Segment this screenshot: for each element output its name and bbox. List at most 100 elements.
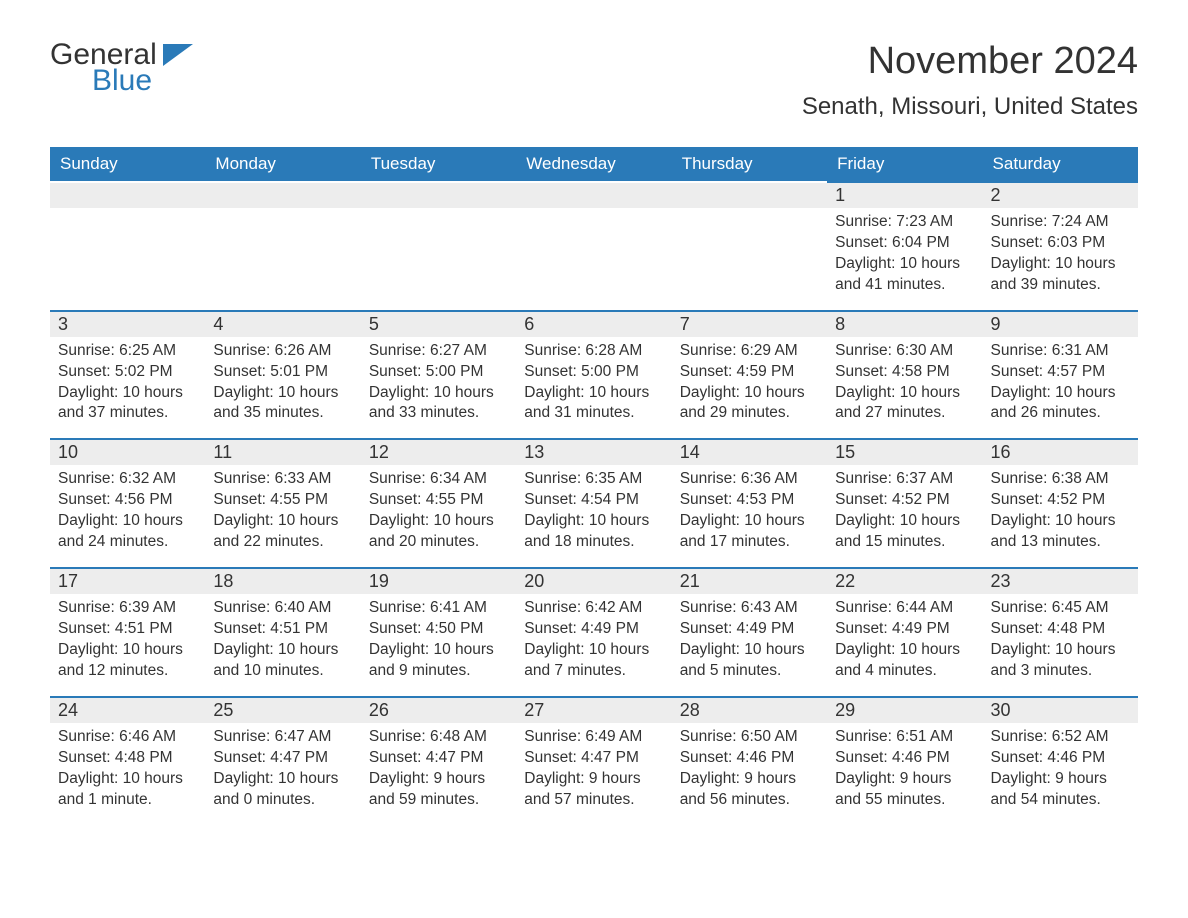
- day-content: Sunrise: 6:25 AMSunset: 5:02 PMDaylight:…: [50, 337, 205, 425]
- sunrise-text: Sunrise: 6:45 AM: [991, 598, 1130, 619]
- sunrise-text: Sunrise: 6:34 AM: [369, 469, 508, 490]
- day-number: 3: [50, 310, 205, 337]
- daylight-text: Daylight: 10 hours and 20 minutes.: [369, 511, 508, 553]
- daylight-text: Daylight: 10 hours and 7 minutes.: [524, 640, 663, 682]
- header: General Blue November 2024 Senath, Misso…: [50, 40, 1138, 139]
- day-cell: 27Sunrise: 6:49 AMSunset: 4:47 PMDayligh…: [516, 696, 671, 825]
- day-number: 29: [827, 696, 982, 723]
- sunset-text: Sunset: 4:52 PM: [835, 490, 974, 511]
- day-number: 26: [361, 696, 516, 723]
- day-content: Sunrise: 6:52 AMSunset: 4:46 PMDaylight:…: [983, 723, 1138, 811]
- sunrise-text: Sunrise: 6:47 AM: [213, 727, 352, 748]
- day-number: 20: [516, 567, 671, 594]
- day-cell: 9Sunrise: 6:31 AMSunset: 4:57 PMDaylight…: [983, 310, 1138, 439]
- daylight-text: Daylight: 10 hours and 37 minutes.: [58, 383, 197, 425]
- daylight-text: Daylight: 10 hours and 26 minutes.: [991, 383, 1130, 425]
- sunset-text: Sunset: 4:46 PM: [680, 748, 819, 769]
- sunset-text: Sunset: 4:49 PM: [524, 619, 663, 640]
- day-content: Sunrise: 6:31 AMSunset: 4:57 PMDaylight:…: [983, 337, 1138, 425]
- day-number: 5: [361, 310, 516, 337]
- sunset-text: Sunset: 4:59 PM: [680, 362, 819, 383]
- sunrise-text: Sunrise: 7:23 AM: [835, 212, 974, 233]
- sunset-text: Sunset: 6:03 PM: [991, 233, 1130, 254]
- daylight-text: Daylight: 10 hours and 27 minutes.: [835, 383, 974, 425]
- calendar: Sunday Monday Tuesday Wednesday Thursday…: [50, 147, 1138, 824]
- sunset-text: Sunset: 4:47 PM: [524, 748, 663, 769]
- day-cell: 24Sunrise: 6:46 AMSunset: 4:48 PMDayligh…: [50, 696, 205, 825]
- day-cell: 20Sunrise: 6:42 AMSunset: 4:49 PMDayligh…: [516, 567, 671, 696]
- daylight-text: Daylight: 10 hours and 22 minutes.: [213, 511, 352, 553]
- day-cell: 22Sunrise: 6:44 AMSunset: 4:49 PMDayligh…: [827, 567, 982, 696]
- day-cell: 5Sunrise: 6:27 AMSunset: 5:00 PMDaylight…: [361, 310, 516, 439]
- day-number: 4: [205, 310, 360, 337]
- day-cell: 16Sunrise: 6:38 AMSunset: 4:52 PMDayligh…: [983, 438, 1138, 567]
- sunset-text: Sunset: 4:51 PM: [58, 619, 197, 640]
- daylight-text: Daylight: 10 hours and 3 minutes.: [991, 640, 1130, 682]
- day-cell: 12Sunrise: 6:34 AMSunset: 4:55 PMDayligh…: [361, 438, 516, 567]
- day-content: Sunrise: 6:45 AMSunset: 4:48 PMDaylight:…: [983, 594, 1138, 682]
- day-content: Sunrise: 6:39 AMSunset: 4:51 PMDaylight:…: [50, 594, 205, 682]
- empty-day-bar: [361, 181, 516, 208]
- sunrise-text: Sunrise: 6:52 AM: [991, 727, 1130, 748]
- day-number: 25: [205, 696, 360, 723]
- day-cell: 25Sunrise: 6:47 AMSunset: 4:47 PMDayligh…: [205, 696, 360, 825]
- weekday-sun: Sunday: [50, 147, 205, 181]
- weekday-sat: Saturday: [983, 147, 1138, 181]
- day-content: Sunrise: 6:37 AMSunset: 4:52 PMDaylight:…: [827, 465, 982, 553]
- day-number: 6: [516, 310, 671, 337]
- day-content: Sunrise: 6:51 AMSunset: 4:46 PMDaylight:…: [827, 723, 982, 811]
- day-cell: 4Sunrise: 6:26 AMSunset: 5:01 PMDaylight…: [205, 310, 360, 439]
- sunrise-text: Sunrise: 6:51 AM: [835, 727, 974, 748]
- sunrise-text: Sunrise: 6:27 AM: [369, 341, 508, 362]
- day-cell: 8Sunrise: 6:30 AMSunset: 4:58 PMDaylight…: [827, 310, 982, 439]
- sunrise-text: Sunrise: 6:44 AM: [835, 598, 974, 619]
- sunrise-text: Sunrise: 6:46 AM: [58, 727, 197, 748]
- sunset-text: Sunset: 4:48 PM: [58, 748, 197, 769]
- daylight-text: Daylight: 10 hours and 39 minutes.: [991, 254, 1130, 296]
- day-content: Sunrise: 6:27 AMSunset: 5:00 PMDaylight:…: [361, 337, 516, 425]
- daylight-text: Daylight: 10 hours and 29 minutes.: [680, 383, 819, 425]
- day-number: 1: [827, 181, 982, 208]
- day-number: 8: [827, 310, 982, 337]
- day-content: Sunrise: 6:26 AMSunset: 5:01 PMDaylight:…: [205, 337, 360, 425]
- day-cell: 26Sunrise: 6:48 AMSunset: 4:47 PMDayligh…: [361, 696, 516, 825]
- daylight-text: Daylight: 10 hours and 4 minutes.: [835, 640, 974, 682]
- sunrise-text: Sunrise: 6:39 AM: [58, 598, 197, 619]
- sunrise-text: Sunrise: 6:38 AM: [991, 469, 1130, 490]
- sunset-text: Sunset: 6:04 PM: [835, 233, 974, 254]
- day-number: 23: [983, 567, 1138, 594]
- day-number: 28: [672, 696, 827, 723]
- sunset-text: Sunset: 4:49 PM: [835, 619, 974, 640]
- daylight-text: Daylight: 10 hours and 1 minute.: [58, 769, 197, 811]
- day-number: 30: [983, 696, 1138, 723]
- sunrise-text: Sunrise: 6:31 AM: [991, 341, 1130, 362]
- logo-word2: Blue: [92, 64, 157, 98]
- sunrise-text: Sunrise: 6:50 AM: [680, 727, 819, 748]
- daylight-text: Daylight: 10 hours and 17 minutes.: [680, 511, 819, 553]
- daylight-text: Daylight: 10 hours and 5 minutes.: [680, 640, 819, 682]
- sunset-text: Sunset: 4:46 PM: [991, 748, 1130, 769]
- title-block: November 2024 Senath, Missouri, United S…: [802, 40, 1138, 139]
- sunrise-text: Sunrise: 6:29 AM: [680, 341, 819, 362]
- sunrise-text: Sunrise: 7:24 AM: [991, 212, 1130, 233]
- day-content: Sunrise: 6:42 AMSunset: 4:49 PMDaylight:…: [516, 594, 671, 682]
- day-number: 7: [672, 310, 827, 337]
- sunrise-text: Sunrise: 6:43 AM: [680, 598, 819, 619]
- day-cell: 1Sunrise: 7:23 AMSunset: 6:04 PMDaylight…: [827, 181, 982, 310]
- day-number: 12: [361, 438, 516, 465]
- sunrise-text: Sunrise: 6:35 AM: [524, 469, 663, 490]
- daylight-text: Daylight: 10 hours and 13 minutes.: [991, 511, 1130, 553]
- day-number: 15: [827, 438, 982, 465]
- day-number: 19: [361, 567, 516, 594]
- day-content: Sunrise: 6:28 AMSunset: 5:00 PMDaylight:…: [516, 337, 671, 425]
- week-row: 10Sunrise: 6:32 AMSunset: 4:56 PMDayligh…: [50, 438, 1138, 567]
- daylight-text: Daylight: 10 hours and 12 minutes.: [58, 640, 197, 682]
- day-content: Sunrise: 6:50 AMSunset: 4:46 PMDaylight:…: [672, 723, 827, 811]
- sunrise-text: Sunrise: 6:36 AM: [680, 469, 819, 490]
- weekday-mon: Monday: [205, 147, 360, 181]
- daylight-text: Daylight: 10 hours and 31 minutes.: [524, 383, 663, 425]
- day-number: 14: [672, 438, 827, 465]
- day-cell: 29Sunrise: 6:51 AMSunset: 4:46 PMDayligh…: [827, 696, 982, 825]
- month-title: November 2024: [802, 40, 1138, 83]
- day-cell: [205, 181, 360, 310]
